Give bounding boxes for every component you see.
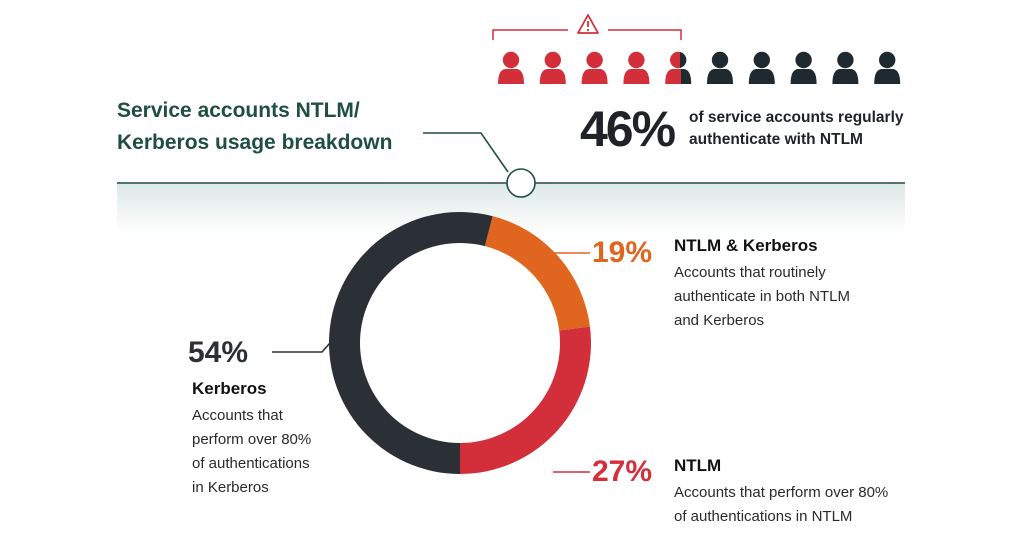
- ntlm-label: NTLM Accounts that perform over 80% of a…: [674, 455, 888, 529]
- highlight-bracket: [492, 29, 682, 40]
- person-icon: [707, 51, 733, 84]
- title-line-2: Kerberos usage breakdown: [117, 131, 393, 154]
- people-icon-row: [498, 51, 901, 84]
- ntlm-kerberos-percent: 19%: [592, 236, 653, 269]
- ntlm-title: NTLM: [674, 456, 722, 475]
- headline-percent: 46%: [580, 101, 676, 157]
- ntlm-percent: 27%: [592, 455, 653, 488]
- donut-slice-ntlm: [460, 326, 591, 474]
- ntlm-desc-2: of authentications in NTLM: [674, 508, 853, 525]
- ntlm-kerberos-label: NTLM & Kerberos Accounts that routinely …: [674, 235, 850, 333]
- title-line-1: Service accounts NTLM/: [117, 99, 360, 122]
- kerberos-desc-2: perform over 80%: [192, 431, 312, 448]
- headline-text: of service accounts regularly authentica…: [689, 107, 904, 151]
- ntlm-kerberos-desc-3: and Kerberos: [674, 312, 765, 329]
- kerberos-desc-4: in Kerberos: [192, 479, 269, 496]
- kerberos-percent: 54%: [188, 336, 249, 369]
- person-icon: [498, 51, 524, 84]
- donut-slice-ntlm-kerberos: [484, 216, 590, 331]
- person-icon: [665, 51, 692, 84]
- connector-node: [506, 168, 536, 198]
- person-icon: [874, 51, 901, 84]
- donut-chart: [329, 212, 591, 475]
- headline-text-line-1: of service accounts regularly: [689, 109, 904, 126]
- person-icon: [790, 51, 817, 84]
- person-icon: [623, 51, 650, 84]
- page-title: Service accounts NTLM/ Kerberos usage br…: [117, 95, 392, 159]
- person-icon: [581, 51, 608, 84]
- kerberos-label: Kerberos Accounts that perform over 80% …: [192, 378, 311, 500]
- headline-text-line-2: authenticate with NTLM: [689, 131, 863, 148]
- ntlm-kerberos-desc-2: authenticate in both NTLM: [674, 288, 850, 305]
- person-icon: [748, 51, 775, 84]
- ntlm-desc-1: Accounts that perform over 80%: [674, 484, 889, 501]
- person-icon: [539, 51, 566, 84]
- donut-slice-kerberos: [329, 212, 493, 475]
- leader-line-kerberos: [272, 342, 331, 353]
- title-connector-line: [423, 132, 509, 173]
- kerberos-desc-3: of authentications: [192, 455, 310, 472]
- ntlm-kerberos-title: NTLM & Kerberos: [674, 236, 818, 255]
- warning-triangle-icon: [577, 14, 599, 34]
- kerberos-title: Kerberos: [192, 379, 267, 398]
- ntlm-kerberos-desc-1: Accounts that routinely: [674, 264, 826, 281]
- kerberos-desc-1: Accounts that: [192, 407, 283, 424]
- person-icon: [832, 51, 859, 84]
